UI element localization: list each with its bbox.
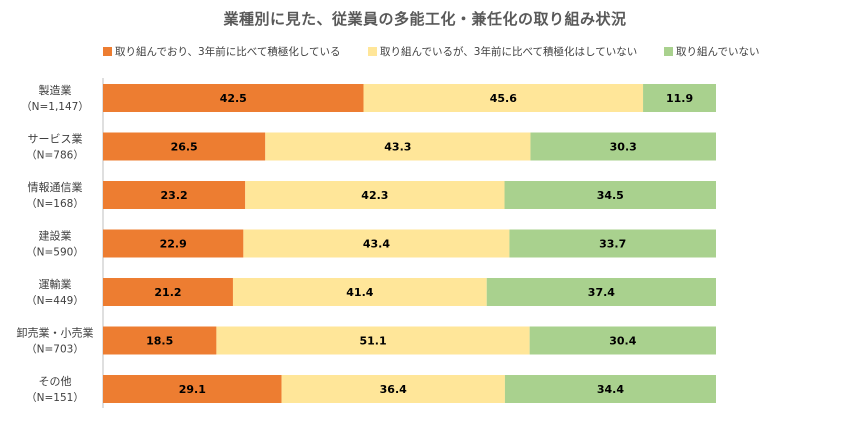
legend-item-series-1: 取り組んでおり、3年前に比べて積極化している <box>103 44 341 59</box>
legend-swatch-series-3 <box>664 47 673 56</box>
bar-segment-series-1 <box>103 181 246 209</box>
legend-item-series-3: 取り組んでいない <box>664 44 759 59</box>
legend-swatch-series-2 <box>368 47 377 56</box>
category-n-label: （N=168） <box>26 198 84 210</box>
bar-segment-series-1 <box>103 375 282 403</box>
bar-segment-series-3 <box>504 375 716 403</box>
data-label-series-1: 29.1 <box>179 383 206 396</box>
data-label-series-3: 34.5 <box>597 189 624 202</box>
bar-segment-series-1 <box>103 84 364 112</box>
data-label-series-1: 26.5 <box>171 141 198 154</box>
data-label-series-2: 36.4 <box>380 383 407 396</box>
data-label-series-3: 37.4 <box>588 286 615 299</box>
legend: 取り組んでおり、3年前に比べて積極化している 取り組んでいるが、3年前に比べて積… <box>0 44 850 60</box>
data-label-series-3: 11.9 <box>666 92 693 105</box>
category-label: サービス業 <box>28 133 83 146</box>
legend-label-series-1: 取り組んでおり、3年前に比べて積極化している <box>115 46 341 58</box>
data-label-series-3: 30.4 <box>609 335 636 348</box>
category-n-label: （N=786） <box>26 150 84 162</box>
bar-segment-series-2 <box>363 84 644 112</box>
category-label: 情報通信業 <box>28 181 83 194</box>
bar-segment-series-1 <box>103 326 217 355</box>
bar-segment-series-3 <box>529 326 716 355</box>
bar-segment-series-2 <box>216 326 530 355</box>
bar-segment-series-1 <box>103 278 233 306</box>
data-label-series-1: 22.9 <box>160 238 187 251</box>
data-label-series-2: 43.3 <box>384 141 411 154</box>
category-n-label: （N=703） <box>26 344 84 356</box>
category-n-label: （N=590） <box>26 247 84 259</box>
data-label-series-2: 42.3 <box>361 189 388 202</box>
bar-segment-series-3 <box>530 132 716 161</box>
data-label-series-2: 41.4 <box>346 286 373 299</box>
data-label-series-2: 43.4 <box>363 238 390 251</box>
category-label: 建設業 <box>39 229 72 243</box>
bar-segment-series-2 <box>232 278 487 306</box>
bar-segment-series-3 <box>504 181 716 209</box>
bar-segment-series-2 <box>243 229 510 258</box>
category-label: 卸売業・小売業 <box>17 326 94 340</box>
category-n-label: （N=449） <box>26 295 84 307</box>
data-label-series-2: 51.1 <box>359 335 386 348</box>
data-label-series-3: 30.3 <box>610 141 637 154</box>
bar-segment-series-2 <box>281 375 505 403</box>
category-label: 運輸業 <box>39 277 72 291</box>
legend-item-series-2: 取り組んでいるが、3年前に比べて積極化はしていない <box>368 44 637 59</box>
bar-segment-series-3 <box>643 84 716 112</box>
data-label-series-2: 45.6 <box>490 92 517 105</box>
bar-segment-series-2 <box>245 181 505 209</box>
data-label-series-3: 33.7 <box>599 238 626 251</box>
bar-segment-series-1 <box>103 229 244 258</box>
legend-label-series-2: 取り組んでいるが、3年前に比べて積極化はしていない <box>380 46 638 58</box>
bar-segment-series-3 <box>486 278 716 306</box>
category-n-label: （N=151） <box>26 392 84 404</box>
data-label-series-1: 23.2 <box>161 189 188 202</box>
data-label-series-1: 21.2 <box>154 286 181 299</box>
bar-segment-series-3 <box>509 229 716 258</box>
chart-title: 業種別に見た、従業員の多能工化・兼任化の取り組み状況 <box>223 10 627 28</box>
category-n-label: （N=1,147） <box>21 101 89 113</box>
bar-segment-series-1 <box>103 132 266 161</box>
legend-label-series-3: 取り組んでいない <box>676 46 760 58</box>
data-label-series-1: 42.5 <box>220 92 247 105</box>
category-label: 製造業 <box>39 83 72 97</box>
data-label-series-1: 18.5 <box>146 335 173 348</box>
bar-segment-series-2 <box>265 132 531 161</box>
legend-swatch-series-1 <box>103 47 112 56</box>
category-label: その他 <box>39 375 72 388</box>
data-label-series-3: 34.4 <box>597 383 624 396</box>
